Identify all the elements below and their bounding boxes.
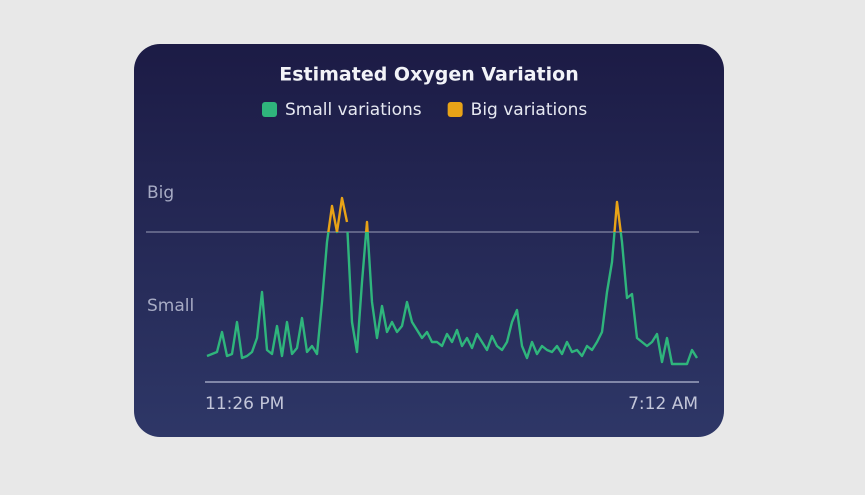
y-tick-label: Big bbox=[147, 183, 174, 203]
x-tick-label: 11:26 PM bbox=[205, 394, 284, 414]
chart-title: Estimated Oxygen Variation bbox=[279, 64, 578, 86]
legend-label: Big variations bbox=[471, 100, 588, 120]
card bbox=[134, 44, 724, 437]
legend-swatch bbox=[262, 102, 277, 117]
legend-swatch bbox=[447, 102, 463, 117]
legend-label: Small variations bbox=[285, 100, 422, 120]
y-tick-label: Small bbox=[147, 296, 194, 316]
x-tick-label: 7:12 AM bbox=[628, 394, 698, 414]
series-line bbox=[206, 232, 699, 366]
series-line bbox=[327, 196, 622, 232]
